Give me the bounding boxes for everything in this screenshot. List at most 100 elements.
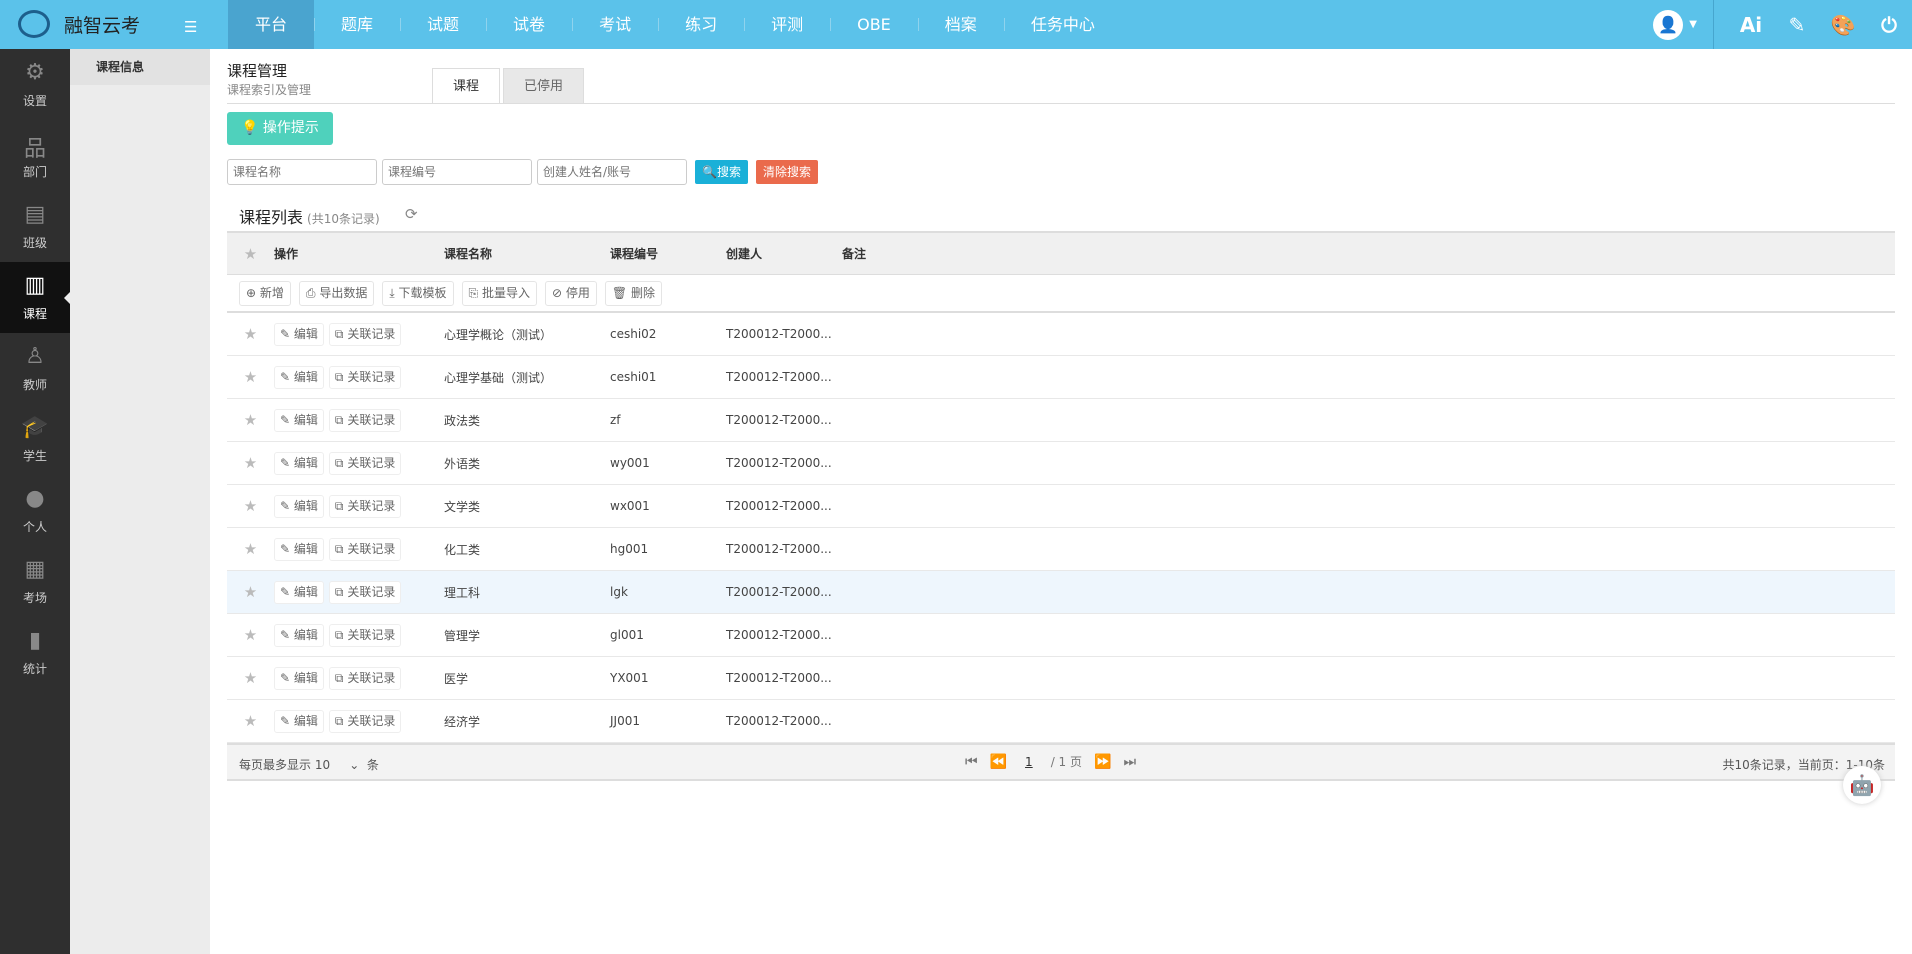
ai-icon[interactable]: Ai <box>1739 12 1763 37</box>
nav-item-1[interactable]: 题库 <box>314 0 400 49</box>
sidebar-item-2[interactable]: ▤ 班级 <box>0 191 70 262</box>
refresh-icon[interactable]: ⟳ <box>405 205 418 223</box>
edit-button[interactable]: ✎ 编辑 <box>274 494 324 518</box>
logo[interactable]: 融智云考 <box>18 10 140 38</box>
related-records-button[interactable]: ⧉ 关联记录 <box>328 365 402 389</box>
table-row[interactable]: ★ ✎ 编辑 ⧉ 关联记录 外语类 wy001 T200012-T2000... <box>227 442 1895 485</box>
sidebar-item-3[interactable]: ▥ 课程 <box>0 262 70 333</box>
search-icon: 🔍 <box>702 165 717 179</box>
list-icon[interactable]: ☰ <box>184 18 198 36</box>
sidebar-item-4[interactable]: ♙ 教师 <box>0 333 70 404</box>
next-page-icon[interactable]: ⏩ <box>1094 753 1112 770</box>
related-records-button[interactable]: ⧉ 关联记录 <box>328 709 402 733</box>
star-icon[interactable]: ★ <box>243 540 258 558</box>
table-row[interactable]: ★ ✎ 编辑 ⧉ 关联记录 理工科 lgk T200012-T2000... <box>227 571 1895 614</box>
star-icon[interactable]: ★ <box>243 626 258 644</box>
course-name-input[interactable] <box>227 159 377 185</box>
tab-disabled[interactable]: 已停用 <box>503 68 585 103</box>
star-icon[interactable]: ★ <box>243 244 258 263</box>
table-row[interactable]: ★ ✎ 编辑 ⧉ 关联记录 政法类 zf T200012-T2000... <box>227 399 1895 442</box>
table-row[interactable]: ★ ✎ 编辑 ⧉ 关联记录 经济学 JJ001 T200012-T2000... <box>227 700 1895 743</box>
sidebar-icon: ● <box>25 486 45 511</box>
prev-page-icon[interactable]: ⏪ <box>989 753 1008 770</box>
table-row[interactable]: ★ ✎ 编辑 ⧉ 关联记录 文学类 wx001 T200012-T2000... <box>227 485 1895 528</box>
header-code[interactable]: 课程编号 <box>610 247 659 261</box>
power-icon[interactable]: ⏻ <box>1881 12 1897 37</box>
edit-button[interactable]: ✎ 编辑 <box>274 451 324 475</box>
toolbar-button-1[interactable]: ⎙ 导出数据 <box>298 280 375 306</box>
nav-item-2[interactable]: 试题 <box>400 0 486 49</box>
robot-assistant-icon[interactable]: 🤖 <box>1843 766 1881 804</box>
star-icon[interactable]: ★ <box>243 411 258 429</box>
edit-button[interactable]: ✎ 编辑 <box>274 623 324 647</box>
edit-button[interactable]: ✎ 编辑 <box>274 580 324 604</box>
sidebar-item-7[interactable]: ▦ 考场 <box>0 546 70 617</box>
toolbar-button-3[interactable]: ⎘ 批量导入 <box>461 280 537 306</box>
toolbar-button-0[interactable]: ⊕ 新增 <box>239 280 291 306</box>
nav-item-4[interactable]: 考试 <box>572 0 658 49</box>
nav-item-0[interactable]: 平台 <box>228 0 315 49</box>
related-records-button[interactable]: ⧉ 关联记录 <box>328 666 402 690</box>
edit-button[interactable]: ✎ 编辑 <box>274 537 324 561</box>
related-records-button[interactable]: ⧉ 关联记录 <box>328 408 402 432</box>
star-icon[interactable]: ★ <box>243 669 258 687</box>
toolbar-button-5[interactable]: 🗑 删除 <box>604 280 662 306</box>
nav-item-5[interactable]: 练习 <box>658 0 744 49</box>
edit-button[interactable]: ✎ 编辑 <box>274 709 324 733</box>
edit-button[interactable]: ✎ 编辑 <box>274 666 324 690</box>
search-button[interactable]: 🔍搜索 <box>695 160 748 184</box>
table-row[interactable]: ★ ✎ 编辑 ⧉ 关联记录 管理学 gl001 T200012-T2000... <box>227 614 1895 657</box>
creator-input[interactable] <box>537 159 687 185</box>
first-page-icon[interactable]: ⏮ <box>965 753 978 770</box>
related-records-button[interactable]: ⧉ 关联记录 <box>328 537 402 561</box>
toolbar-label: 下载模板 <box>398 285 447 300</box>
tips-button[interactable]: 💡 操作提示 <box>227 112 333 145</box>
page-input[interactable]: 1 <box>1025 754 1033 769</box>
toolbar-button-4[interactable]: ⊘ 停用 <box>544 280 597 306</box>
nav-item-9[interactable]: 任务中心 <box>1003 0 1122 49</box>
subnav-item-course-info[interactable]: 课程信息 <box>70 49 210 85</box>
table-row[interactable]: ★ ✎ 编辑 ⧉ 关联记录 心理学概论（测试） ceshi02 T200012-T… <box>227 313 1895 356</box>
table-row[interactable]: ★ ✎ 编辑 ⧉ 关联记录 化工类 hg001 T200012-T2000... <box>227 528 1895 571</box>
tab-courses[interactable]: 课程 <box>432 68 501 103</box>
chevron-down-icon[interactable]: ▼ <box>1689 19 1697 30</box>
header-actions: 操作 <box>274 247 299 261</box>
table-row[interactable]: ★ ✎ 编辑 ⧉ 关联记录 心理学基础（测试） ceshi01 T200012-T… <box>227 356 1895 399</box>
per-page-select[interactable]: 10 ⌄ <box>314 758 360 772</box>
sidebar-item-6[interactable]: ● 个人 <box>0 475 70 546</box>
edit-button[interactable]: ✎ 编辑 <box>274 408 324 432</box>
nav-item-7[interactable]: OBE <box>830 0 918 49</box>
header-name[interactable]: 课程名称 <box>444 247 493 261</box>
last-page-icon[interactable]: ⏭ <box>1123 753 1137 770</box>
star-icon[interactable]: ★ <box>243 454 258 472</box>
related-records-button[interactable]: ⧉ 关联记录 <box>328 322 402 346</box>
edit-button[interactable]: ✎ 编辑 <box>274 365 324 389</box>
nav-item-6[interactable]: 评测 <box>744 0 830 49</box>
related-records-button[interactable]: ⧉ 关联记录 <box>328 623 402 647</box>
toolbar-button-2[interactable]: ⤓ 下载模板 <box>382 280 454 306</box>
sidebar-item-5[interactable]: 🎓 学生 <box>0 404 70 475</box>
related-records-button[interactable]: ⧉ 关联记录 <box>328 580 402 604</box>
sidebar-item-0[interactable]: ⚙ 设置 <box>0 49 70 120</box>
nav-item-3[interactable]: 试卷 <box>486 0 572 49</box>
star-icon[interactable]: ★ <box>243 497 258 515</box>
course-code-input[interactable] <box>382 159 532 185</box>
help-doc-icon[interactable]: ✎ <box>1788 12 1806 37</box>
nav-item-8[interactable]: 档案 <box>917 0 1004 49</box>
edit-icon: ✎ <box>280 670 291 685</box>
edit-label: 编辑 <box>293 326 318 341</box>
star-icon[interactable]: ★ <box>243 325 258 343</box>
star-icon[interactable]: ★ <box>243 712 258 730</box>
star-icon[interactable]: ★ <box>243 583 258 601</box>
star-icon[interactable]: ★ <box>243 368 258 386</box>
sidebar-item-1[interactable]: 品部门 <box>0 120 70 191</box>
sidebar-item-8[interactable]: ▮ 统计 <box>0 617 70 688</box>
table-row[interactable]: ★ ✎ 编辑 ⧉ 关联记录 医学 YX001 T200012-T2000... <box>227 657 1895 700</box>
related-records-button[interactable]: ⧉ 关联记录 <box>328 451 402 475</box>
palette-icon[interactable]: 🎨 <box>1830 12 1856 37</box>
header-creator[interactable]: 创建人 <box>726 247 763 261</box>
related-records-button[interactable]: ⧉ 关联记录 <box>328 494 402 518</box>
clear-search-button[interactable]: 清除搜索 <box>755 160 818 184</box>
edit-button[interactable]: ✎ 编辑 <box>274 322 324 346</box>
avatar[interactable]: 👤 <box>1653 9 1684 40</box>
